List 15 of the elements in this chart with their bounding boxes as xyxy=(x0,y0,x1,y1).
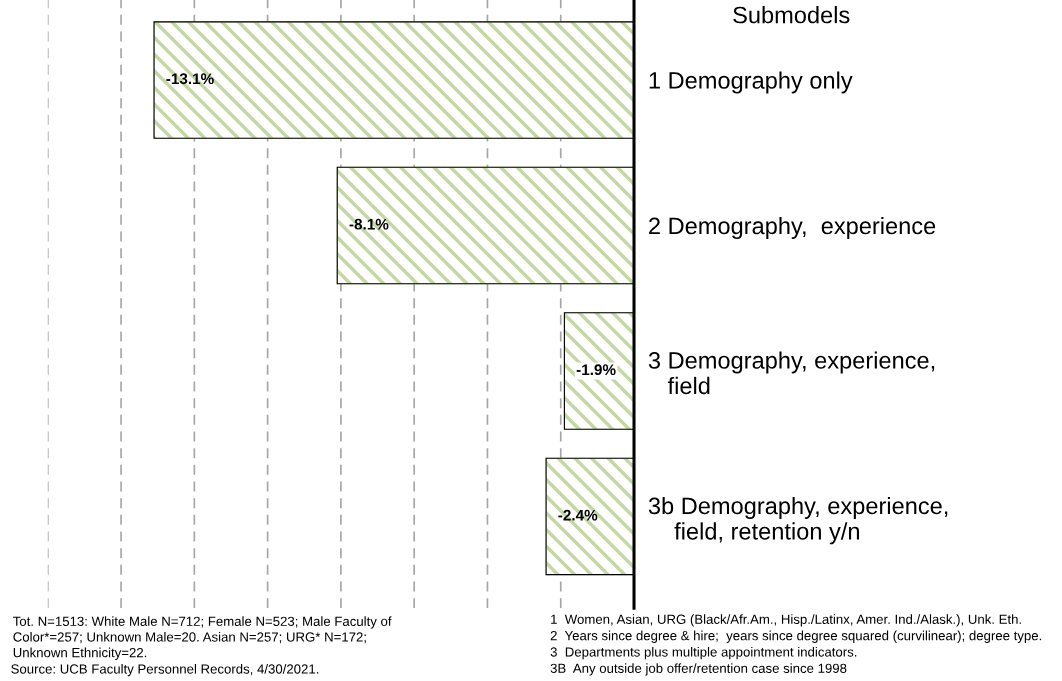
y-axis-title: Submodels xyxy=(733,6,850,24)
text: 3 Departments plus multiple appointment indicators. xyxy=(550,646,857,660)
data-label: -13.1% xyxy=(166,73,214,85)
text: Tot. N=1513: White Male N=712; Female N=523; Male Faculty of Color*=257; Unknown Male=20. Asian N=257; URG* N=172; Unknown Ethnicity=22. xyxy=(13,616,392,660)
data-label: -2.4% xyxy=(558,509,598,521)
y-tick-label: 3b Demography, experience, field, retention y/n xyxy=(648,496,948,545)
y-tick-label: 3 Demography, experience, field xyxy=(648,351,935,395)
y-tick-label: 1 Demography only xyxy=(649,71,853,94)
data-label: -1.9% xyxy=(576,364,616,376)
text: 1 Women, Asian, URG (Black/Afr.Am., Hisp./Latinx, Amer. Ind./Alask.), Unk. Eth. xyxy=(551,614,1021,627)
source-note: Source: UCB Faculty Personnel Records, 4/30/2021. xyxy=(11,663,319,677)
y-tick-label: 2 Demography, experience xyxy=(649,216,936,239)
text: 2 Years since degree & hire; years since degree squared (curvilinear); degree type. xyxy=(550,630,1042,643)
data-label: -8.1% xyxy=(349,218,389,230)
text: 3B Any outside job offer/retention case since 1998 xyxy=(550,663,847,676)
